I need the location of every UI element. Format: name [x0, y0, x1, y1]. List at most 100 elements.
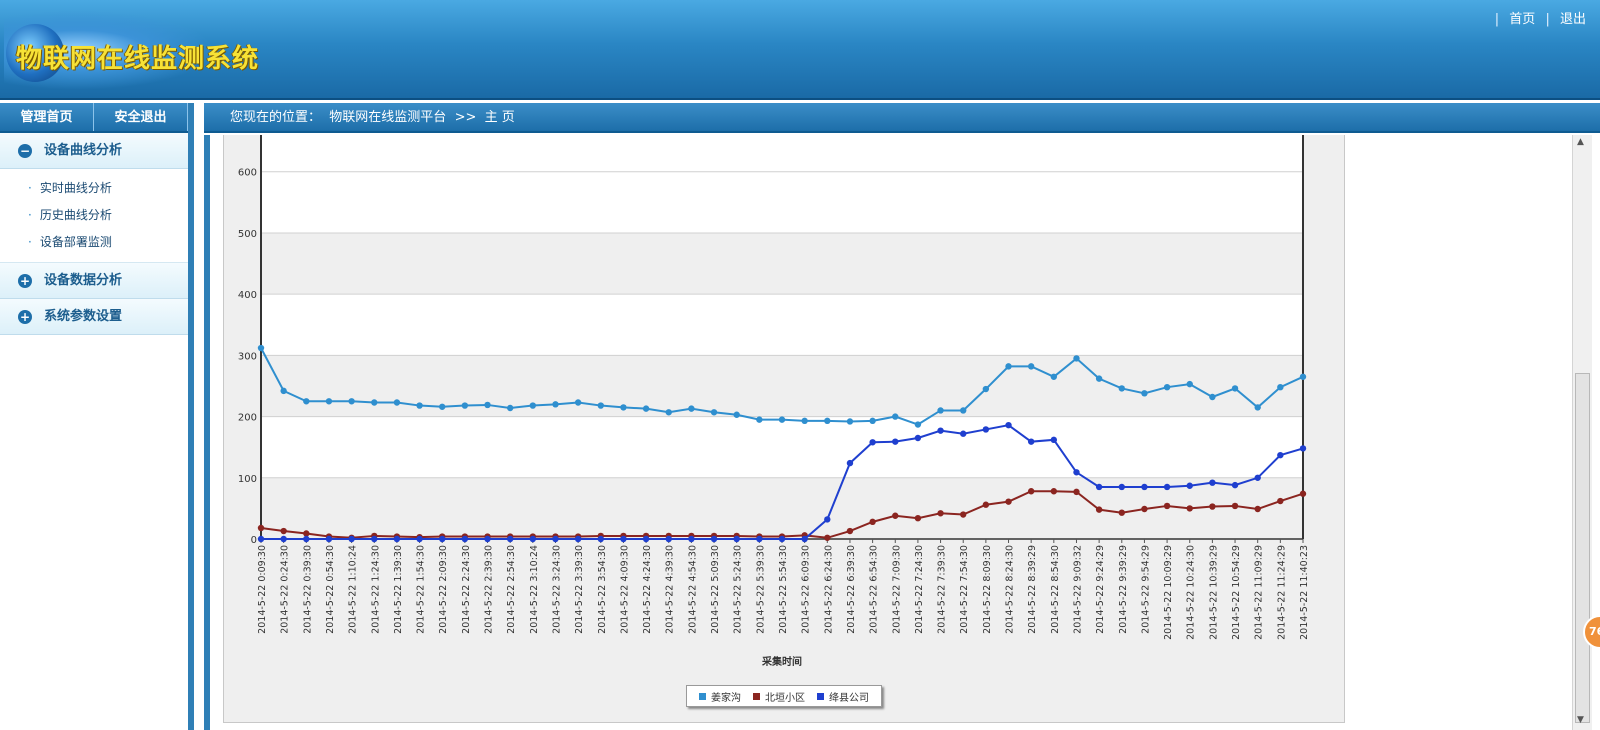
data-point — [280, 387, 287, 395]
data-point — [756, 416, 763, 423]
x-tick-label: 2014-5-22 8:24:30 — [1005, 545, 1016, 634]
logo-globe-icon — [6, 24, 64, 82]
legend-swatch — [699, 692, 706, 700]
data-point — [642, 405, 650, 412]
menu-item-deployment-monitor[interactable]: 设备部署监测 — [0, 229, 188, 256]
data-point — [1254, 404, 1261, 411]
data-point — [1163, 502, 1171, 510]
data-point — [892, 512, 899, 519]
data-point — [348, 398, 355, 405]
data-point — [1118, 483, 1125, 491]
x-tick-label: 2014-5-22 4:09:30 — [619, 545, 630, 634]
data-point — [393, 399, 401, 406]
data-point — [1073, 355, 1080, 362]
data-point — [960, 511, 967, 518]
x-tick-label: 2014-5-22 6:24:30 — [823, 545, 834, 634]
x-tick-label: 2014-5-22 1:54:30 — [416, 545, 427, 634]
data-point — [960, 430, 967, 437]
data-point — [620, 404, 627, 411]
x-tick-label: 2014-5-22 3:54:30 — [597, 545, 608, 634]
menu-item-history-curve[interactable]: 历史曲线分析 — [0, 202, 188, 229]
data-point — [1209, 479, 1216, 486]
data-point — [574, 535, 582, 543]
tab-safe-exit[interactable]: 安全退出 — [94, 103, 188, 131]
menu-group-curve-analysis[interactable]: − 设备曲线分析 — [0, 133, 188, 169]
data-point — [688, 535, 695, 543]
legend-item-0[interactable]: 姜家沟 — [699, 689, 741, 704]
plot-area — [261, 135, 1303, 539]
data-point — [824, 417, 831, 425]
data-point — [371, 535, 378, 543]
data-point — [303, 530, 310, 537]
data-point — [597, 402, 604, 409]
data-point — [1231, 385, 1239, 392]
data-point — [846, 418, 854, 425]
data-point — [1186, 380, 1193, 388]
menu-group-data-analysis[interactable]: + 设备数据分析 — [0, 263, 188, 299]
x-tick-label: 2014-5-22 7:54:30 — [959, 545, 970, 634]
data-point — [665, 409, 672, 416]
data-point — [710, 409, 718, 416]
legend-swatch — [817, 692, 824, 700]
legend-item-2[interactable]: 绛县公司 — [817, 689, 869, 704]
x-tick-label: 2014-5-22 1:10:24 — [348, 545, 359, 634]
x-tick-label: 2014-5-22 6:09:30 — [801, 545, 812, 634]
x-tick-label: 2014-5-22 9:09:32 — [1072, 545, 1083, 634]
breadcrumb-page: 主 页 — [484, 110, 515, 125]
data-point — [597, 535, 604, 543]
data-point — [982, 501, 990, 508]
y-tick-label: 100 — [238, 474, 257, 485]
x-tick-label: 2014-5-22 5:24:30 — [733, 545, 744, 634]
data-point — [665, 535, 672, 543]
x-tick-label: 2014-5-22 11:40:23 — [1299, 545, 1310, 640]
data-point — [824, 534, 831, 541]
data-point — [1186, 505, 1193, 512]
data-point — [257, 524, 265, 532]
x-tick-label: 2014-5-22 9:24:29 — [1095, 545, 1106, 634]
x-tick-label: 2014-5-22 4:54:30 — [687, 545, 698, 634]
data-point — [688, 405, 695, 412]
data-point — [1141, 483, 1148, 491]
minus-icon: − — [18, 143, 32, 158]
data-point — [914, 514, 922, 522]
x-tick-label: 2014-5-22 10:39:29 — [1208, 545, 1219, 640]
data-point — [937, 407, 944, 414]
data-point — [710, 535, 718, 543]
data-point — [1050, 488, 1058, 495]
data-point — [914, 421, 922, 428]
data-point — [552, 401, 559, 408]
data-point — [937, 510, 944, 517]
data-point — [756, 535, 763, 543]
sidebar: 管理首页 安全退出 − 设备曲线分析 实时曲线分析 历史曲线分析 设备部署监测 … — [0, 103, 194, 730]
data-point — [325, 535, 333, 543]
menu-group-system-settings[interactable]: + 系统参数设置 — [0, 299, 188, 335]
data-point — [846, 459, 854, 467]
data-point — [1005, 363, 1012, 370]
logout-link[interactable]: 退出 — [1559, 12, 1586, 27]
y-tick-label: 0 — [251, 535, 257, 546]
data-point — [371, 399, 378, 406]
menu-item-realtime-curve[interactable]: 实时曲线分析 — [0, 175, 188, 202]
legend-swatch — [753, 692, 760, 700]
x-tick-label: 2014-5-22 6:54:30 — [869, 545, 880, 634]
scroll-down-icon[interactable]: ▼ — [1577, 715, 1584, 725]
tab-admin-home[interactable]: 管理首页 — [0, 103, 94, 131]
data-point — [778, 535, 786, 543]
legend-label: 绛县公司 — [829, 692, 869, 704]
home-link[interactable]: 首页 — [1509, 12, 1536, 27]
data-point — [1254, 505, 1261, 513]
data-point — [257, 535, 265, 543]
data-point — [801, 417, 808, 425]
breadcrumb-arrow: >> — [454, 110, 477, 125]
legend-item-1[interactable]: 北垣小区 — [753, 689, 805, 704]
scroll-up-icon[interactable]: ▲ — [1577, 137, 1584, 147]
data-point — [1277, 451, 1284, 459]
x-tick-label: 2014-5-22 11:24:29 — [1276, 545, 1287, 640]
x-tick-label: 2014-5-22 7:39:30 — [937, 545, 948, 634]
scroll-thumb[interactable] — [1575, 373, 1590, 723]
breadcrumb-platform[interactable]: 物联网在线监测平台 — [329, 110, 447, 125]
data-point — [416, 402, 423, 409]
x-tick-label: 2014-5-22 3:10:24 — [529, 545, 540, 634]
grid-band — [261, 232, 1303, 295]
y-tick-label: 500 — [238, 229, 257, 240]
